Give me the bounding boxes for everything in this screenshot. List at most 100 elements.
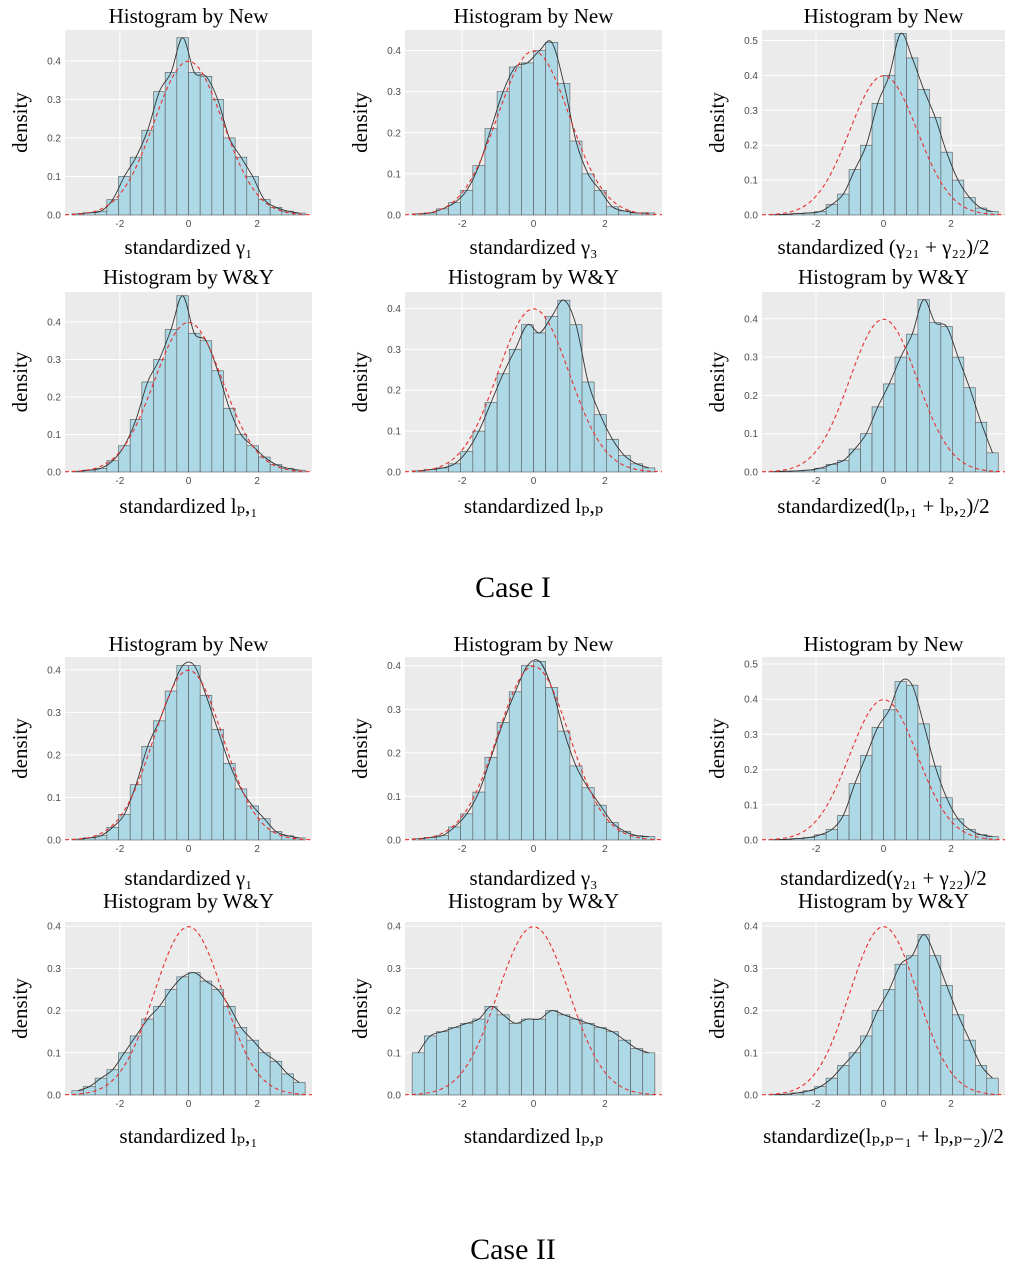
bar bbox=[496, 91, 510, 216]
bar bbox=[118, 176, 131, 216]
bar bbox=[906, 57, 919, 216]
bar bbox=[521, 665, 534, 841]
bar bbox=[223, 763, 236, 841]
bar bbox=[460, 190, 474, 216]
y-tick-label: 0.0 bbox=[744, 1091, 758, 1102]
y-tick-label: 0.4 bbox=[47, 56, 61, 67]
panel: 0.0 0.1 0.2 0.3 0.4 -2 0 2 Histogram by New stand… bbox=[8, 632, 313, 890]
y-tick-label: 0.3 bbox=[387, 964, 401, 975]
bar bbox=[917, 89, 930, 216]
bar bbox=[545, 687, 559, 841]
normal-curve bbox=[761, 318, 1006, 473]
bar bbox=[472, 430, 486, 473]
bar bbox=[94, 467, 108, 473]
x-axis-label: standardized lₚ,ₚ bbox=[464, 494, 603, 518]
bar bbox=[234, 156, 248, 216]
density-curve bbox=[774, 678, 993, 841]
bar bbox=[533, 1018, 546, 1096]
bar bbox=[496, 373, 510, 473]
x-tick-label: 2 bbox=[602, 1099, 608, 1110]
bar bbox=[211, 370, 224, 473]
bar bbox=[618, 830, 631, 841]
x-tick-label: 0 bbox=[531, 219, 537, 230]
bar bbox=[606, 438, 619, 473]
y-tick-label: 0.0 bbox=[744, 211, 758, 222]
bar bbox=[848, 783, 861, 841]
x-tick-label: -2 bbox=[458, 219, 467, 230]
x-tick-label: 0 bbox=[186, 1099, 192, 1110]
normal-curve bbox=[64, 321, 313, 473]
panel: 0.0 0.1 0.2 0.3 0.4 -2 0 2 Histogram by W&Y stand… bbox=[348, 889, 663, 1148]
x-axis-label: standardized lₚ,₁ bbox=[119, 1124, 257, 1148]
normal-curve bbox=[64, 60, 313, 216]
x-tick-label: -2 bbox=[812, 844, 821, 855]
bar bbox=[164, 690, 178, 841]
panel: 0.0 0.1 0.2 0.3 0.4 -2 0 2 Histogram by W&Y stand… bbox=[348, 265, 663, 518]
x-axis-label: standardized γ₃ bbox=[470, 866, 598, 890]
bar bbox=[837, 193, 850, 216]
y-tick-label: 0.0 bbox=[47, 1091, 61, 1102]
bar bbox=[883, 989, 896, 1096]
bar bbox=[269, 1060, 283, 1096]
y-tick-label: 0.2 bbox=[387, 1006, 401, 1017]
chart-title: Histogram by New bbox=[454, 4, 615, 28]
y-tick-label: 0.1 bbox=[387, 169, 401, 180]
chart-title: Histogram by W&Y bbox=[798, 265, 969, 289]
x-tick-label: -2 bbox=[115, 219, 124, 230]
bar bbox=[176, 665, 189, 841]
bar bbox=[974, 1065, 988, 1096]
bar bbox=[94, 1077, 108, 1096]
bar bbox=[814, 1086, 827, 1096]
y-tick-label: 0.2 bbox=[744, 141, 758, 152]
bar bbox=[164, 329, 178, 473]
y-tick-label: 0.1 bbox=[744, 1048, 758, 1059]
chart-title: Histogram by New bbox=[109, 4, 270, 28]
bar bbox=[188, 332, 201, 473]
bar bbox=[871, 727, 884, 841]
y-tick-label: 0.0 bbox=[387, 211, 401, 222]
bar bbox=[952, 818, 965, 841]
y-tick-label: 0.4 bbox=[387, 661, 401, 672]
bar bbox=[153, 359, 166, 473]
bar bbox=[545, 1010, 559, 1096]
bar bbox=[533, 332, 546, 473]
y-tick-label: 0.3 bbox=[744, 353, 758, 364]
x-tick-label: -2 bbox=[812, 476, 821, 487]
x-tick-label: 0 bbox=[531, 1099, 537, 1110]
bar bbox=[825, 204, 838, 216]
x-tick-label: -2 bbox=[115, 476, 124, 487]
bar bbox=[141, 1018, 154, 1096]
bar bbox=[929, 322, 942, 473]
x-tick-label: 0 bbox=[881, 1099, 887, 1110]
x-axis-label: standardized γ₃ bbox=[470, 235, 598, 259]
chart-title: Histogram by W&Y bbox=[448, 889, 619, 913]
x-tick-label: 2 bbox=[602, 844, 608, 855]
bar bbox=[411, 1052, 425, 1096]
y-tick-label: 0.0 bbox=[47, 468, 61, 479]
bar bbox=[164, 989, 178, 1096]
bar bbox=[258, 199, 271, 216]
y-tick-label: 0.1 bbox=[744, 800, 758, 811]
bar bbox=[593, 1027, 607, 1096]
bar bbox=[894, 963, 907, 1096]
y-tick-label: 0.1 bbox=[47, 172, 61, 183]
bar bbox=[176, 295, 189, 473]
bar bbox=[557, 730, 571, 841]
bar bbox=[557, 299, 571, 473]
bar bbox=[448, 1027, 461, 1096]
y-tick-label: 0.3 bbox=[387, 345, 401, 356]
bar bbox=[630, 1048, 644, 1096]
normal-curve bbox=[404, 50, 663, 216]
chart-title: Histogram by New bbox=[109, 632, 270, 656]
x-tick-label: 0 bbox=[186, 844, 192, 855]
bar bbox=[848, 1052, 861, 1096]
y-tick-label: 0.5 bbox=[744, 660, 758, 671]
x-axis-label: standardize(lₚ,ₚ₋₁ + lₚ,ₚ₋₂)/2 bbox=[763, 1124, 1004, 1148]
bar bbox=[593, 190, 607, 216]
y-tick-label: 0.0 bbox=[744, 468, 758, 479]
bar bbox=[118, 814, 131, 841]
y-axis-label: density bbox=[8, 351, 32, 412]
density-curve bbox=[418, 40, 649, 215]
y-axis-label: density bbox=[8, 718, 32, 779]
